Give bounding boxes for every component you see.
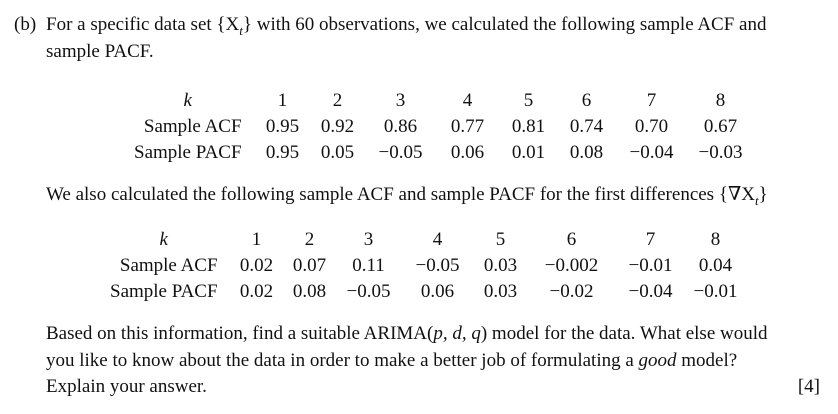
table-row-acf: Sample ACF 0.02 0.07 0.11 −0.05 0.03 −0.… <box>110 253 748 279</box>
acf-cell: 0.03 <box>483 255 518 276</box>
pacf-cell: 0.06 <box>420 281 455 302</box>
closing-text: you like to know about the data in order… <box>46 350 639 371</box>
table-row-pacf: Sample PACF 0.95 0.05 −0.05 0.06 0.01 0.… <box>134 140 754 166</box>
closing-line-1: Based on this information, find a suitab… <box>46 323 768 345</box>
k-label: k <box>183 90 192 111</box>
k-cell: 6 <box>566 229 577 250</box>
pacf-cell: −0.05 <box>346 281 391 302</box>
k-cell: 1 <box>251 229 262 250</box>
table-original-series: k 1 2 3 4 5 6 7 8 Sample ACF 0.95 0.92 0… <box>134 88 754 166</box>
k-cell: 7 <box>645 229 656 250</box>
intro-text: For a specific data set {X <box>46 14 240 35</box>
k-cell: 4 <box>462 90 473 111</box>
pacf-label: Sample PACF <box>134 142 242 163</box>
acf-cell: 0.92 <box>320 116 355 137</box>
intro-text-end: } with 60 observations, we calculated th… <box>242 14 767 35</box>
pacf-cell: −0.03 <box>698 142 743 163</box>
pacf-cell: 0.01 <box>511 142 546 163</box>
k-cell: 3 <box>363 229 374 250</box>
table-row-pacf: Sample PACF 0.02 0.08 −0.05 0.06 0.03 −0… <box>110 279 748 305</box>
differences-text: We also calculated the following sample … <box>46 184 755 205</box>
closing-line-2: you like to know about the data in order… <box>46 350 737 372</box>
intro-line-2: sample PACF. <box>46 41 154 62</box>
acf-cell: −0.002 <box>544 255 599 276</box>
closing-text: Based on this information, find a suitab… <box>46 323 434 344</box>
closing-line-3: Explain your answer. <box>46 376 207 397</box>
differences-text-end: } <box>758 184 768 205</box>
pacf-cell: 0.08 <box>292 281 327 302</box>
acf-cell: 0.04 <box>698 255 733 276</box>
pacf-cell: −0.01 <box>693 281 738 302</box>
acf-cell: 0.67 <box>703 116 738 137</box>
pacf-cell: −0.04 <box>628 281 673 302</box>
acf-cell: 0.11 <box>352 255 385 276</box>
k-cell: 5 <box>523 90 534 111</box>
acf-cell: 0.77 <box>450 116 485 137</box>
intro-line-1: For a specific data set {Xt} with 60 obs… <box>46 14 766 39</box>
table-row-k: k 1 2 3 4 5 6 7 8 <box>134 88 754 114</box>
table-row-k: k 1 2 3 4 5 6 7 8 <box>110 227 748 253</box>
acf-cell: 0.81 <box>511 116 546 137</box>
k-cell: 6 <box>581 90 592 111</box>
arima-params: p, d, q <box>433 323 481 344</box>
k-cell: 1 <box>277 90 288 111</box>
k-cell: 8 <box>710 229 721 250</box>
marks-label: [4] <box>797 376 820 397</box>
acf-label: Sample ACF <box>119 255 218 276</box>
pacf-cell: −0.02 <box>549 281 594 302</box>
k-cell: 7 <box>646 90 657 111</box>
acf-cell: −0.01 <box>628 255 673 276</box>
differences-subscript: t <box>754 192 759 208</box>
k-label: k <box>159 229 168 250</box>
pacf-cell: 0.06 <box>450 142 485 163</box>
differences-line: We also calculated the following sample … <box>46 183 768 209</box>
k-cell: 5 <box>495 229 506 250</box>
k-cell: 8 <box>715 90 726 111</box>
k-cell: 2 <box>304 229 315 250</box>
acf-cell: 0.95 <box>265 116 300 137</box>
pacf-cell: 0.05 <box>320 142 355 163</box>
closing-text: ) model for the data. What else would <box>480 323 768 344</box>
k-cell: 3 <box>395 90 406 111</box>
acf-cell: 0.74 <box>569 116 604 137</box>
pacf-cell: −0.04 <box>629 142 674 163</box>
table-row-acf: Sample ACF 0.95 0.92 0.86 0.77 0.81 0.74… <box>134 114 754 140</box>
pacf-cell: 0.08 <box>569 142 604 163</box>
acf-cell: 0.07 <box>292 255 327 276</box>
pacf-cell: 0.95 <box>265 142 300 163</box>
part-label: (b) <box>14 14 37 35</box>
acf-cell: 0.70 <box>634 116 669 137</box>
acf-cell: −0.05 <box>415 255 460 276</box>
acf-cell: 0.86 <box>383 116 418 137</box>
pacf-label: Sample PACF <box>110 281 218 302</box>
closing-text: model? <box>676 350 738 371</box>
emphasis-good: good <box>638 350 677 371</box>
acf-label: Sample ACF <box>143 116 242 137</box>
pacf-cell: 0.03 <box>483 281 518 302</box>
intro-subscript: t <box>239 22 243 38</box>
table-first-differences: k 1 2 3 4 5 6 7 8 Sample ACF 0.02 0.07 0… <box>110 227 748 305</box>
k-cell: 4 <box>432 229 443 250</box>
k-cell: 2 <box>332 90 343 111</box>
pacf-cell: 0.02 <box>239 281 274 302</box>
acf-cell: 0.02 <box>239 255 274 276</box>
pacf-cell: −0.05 <box>378 142 423 163</box>
